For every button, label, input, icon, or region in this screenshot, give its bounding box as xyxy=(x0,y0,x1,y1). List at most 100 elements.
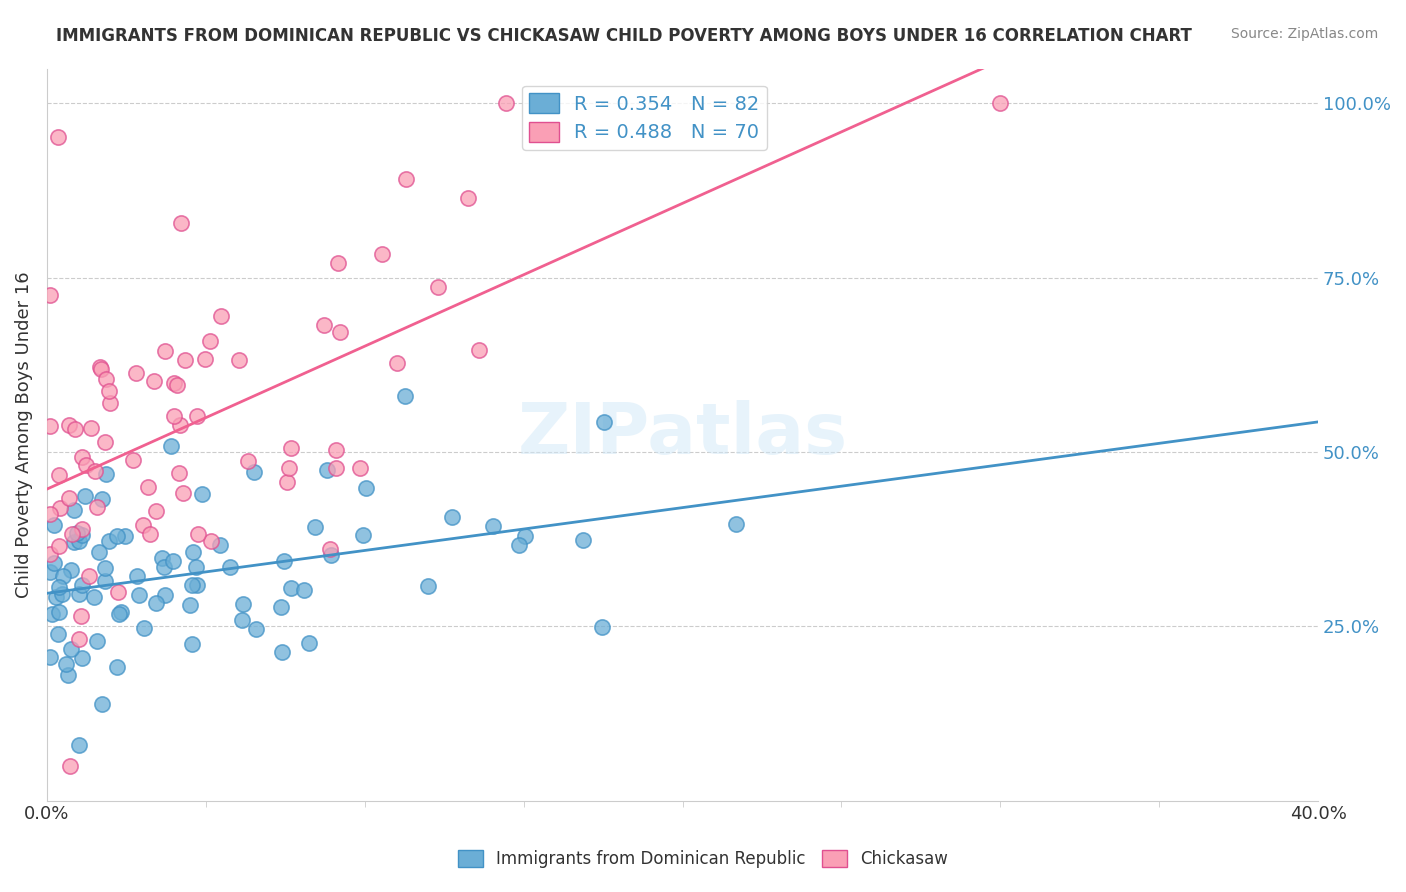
Point xyxy=(194,351,217,366)
Point xyxy=(60,642,83,657)
Point xyxy=(46,627,69,641)
Point xyxy=(187,527,209,541)
Point xyxy=(122,453,145,467)
Point xyxy=(128,588,150,602)
Point xyxy=(51,587,73,601)
Point xyxy=(41,607,63,621)
Point xyxy=(90,491,112,506)
Point xyxy=(172,486,194,500)
Point xyxy=(86,633,108,648)
Point xyxy=(39,287,62,301)
Point xyxy=(228,352,250,367)
Point xyxy=(114,529,136,543)
Point xyxy=(155,344,177,359)
Point xyxy=(319,548,342,562)
Point xyxy=(316,463,339,477)
Point xyxy=(90,697,112,711)
Point xyxy=(349,461,371,475)
Point xyxy=(273,554,295,568)
Point xyxy=(67,587,90,601)
Point xyxy=(170,216,193,230)
Point xyxy=(245,623,267,637)
Point xyxy=(174,353,197,368)
Point xyxy=(150,551,173,566)
Point xyxy=(329,325,352,339)
Point xyxy=(325,461,347,475)
Point xyxy=(231,613,253,627)
Point xyxy=(90,361,112,376)
Point xyxy=(44,518,66,533)
Point xyxy=(468,343,491,357)
Text: IMMIGRANTS FROM DOMINICAN REPUBLIC VS CHICKASAW CHILD POVERTY AMONG BOYS UNDER 1: IMMIGRANTS FROM DOMINICAN REPUBLIC VS CH… xyxy=(56,27,1192,45)
Point xyxy=(394,389,416,403)
Point xyxy=(515,529,537,543)
Point xyxy=(166,378,188,392)
Point xyxy=(724,516,747,531)
Point xyxy=(280,441,302,455)
Point xyxy=(162,554,184,568)
Point xyxy=(75,458,97,473)
Point xyxy=(59,758,82,772)
Point xyxy=(418,579,440,593)
Point xyxy=(457,190,479,204)
Point xyxy=(94,435,117,450)
Point xyxy=(319,542,342,557)
Point xyxy=(132,621,155,635)
Point xyxy=(132,518,155,533)
Point xyxy=(385,356,408,370)
Point xyxy=(278,461,301,475)
Point xyxy=(181,637,204,651)
Point xyxy=(145,596,167,610)
Point xyxy=(495,96,517,111)
Point xyxy=(84,464,107,478)
Point xyxy=(271,645,294,659)
Point xyxy=(39,508,62,522)
Point xyxy=(232,597,254,611)
Point xyxy=(108,607,131,622)
Point xyxy=(49,501,72,516)
Text: ZIPatlas: ZIPatlas xyxy=(517,401,848,469)
Point xyxy=(186,409,208,424)
Point xyxy=(125,568,148,582)
Point xyxy=(70,578,93,592)
Point xyxy=(44,556,66,570)
Point xyxy=(73,489,96,503)
Point xyxy=(139,527,162,541)
Point xyxy=(46,129,69,144)
Point xyxy=(59,563,82,577)
Point xyxy=(184,560,207,574)
Point xyxy=(93,574,115,588)
Point xyxy=(93,561,115,575)
Point xyxy=(100,395,122,409)
Point xyxy=(58,491,80,505)
Point xyxy=(219,560,242,574)
Point xyxy=(58,418,80,433)
Point xyxy=(67,533,90,548)
Point xyxy=(440,510,463,524)
Legend: Immigrants from Dominican Republic, Chickasaw: Immigrants from Dominican Republic, Chic… xyxy=(451,843,955,875)
Point xyxy=(77,568,100,582)
Point xyxy=(280,582,302,596)
Point xyxy=(65,525,87,540)
Point xyxy=(352,528,374,542)
Point xyxy=(200,533,222,548)
Point xyxy=(394,172,416,186)
Point xyxy=(181,544,204,558)
Point xyxy=(70,450,93,465)
Point xyxy=(89,359,111,374)
Point xyxy=(180,577,202,591)
Point xyxy=(39,419,62,434)
Point xyxy=(298,636,321,650)
Point xyxy=(52,569,75,583)
Point xyxy=(97,384,120,398)
Point xyxy=(508,538,530,552)
Point xyxy=(186,578,208,592)
Point xyxy=(39,547,62,561)
Point xyxy=(592,415,614,429)
Point xyxy=(325,442,347,457)
Point xyxy=(153,588,176,602)
Point xyxy=(481,519,503,533)
Point xyxy=(145,504,167,518)
Point xyxy=(107,585,129,599)
Point xyxy=(270,599,292,614)
